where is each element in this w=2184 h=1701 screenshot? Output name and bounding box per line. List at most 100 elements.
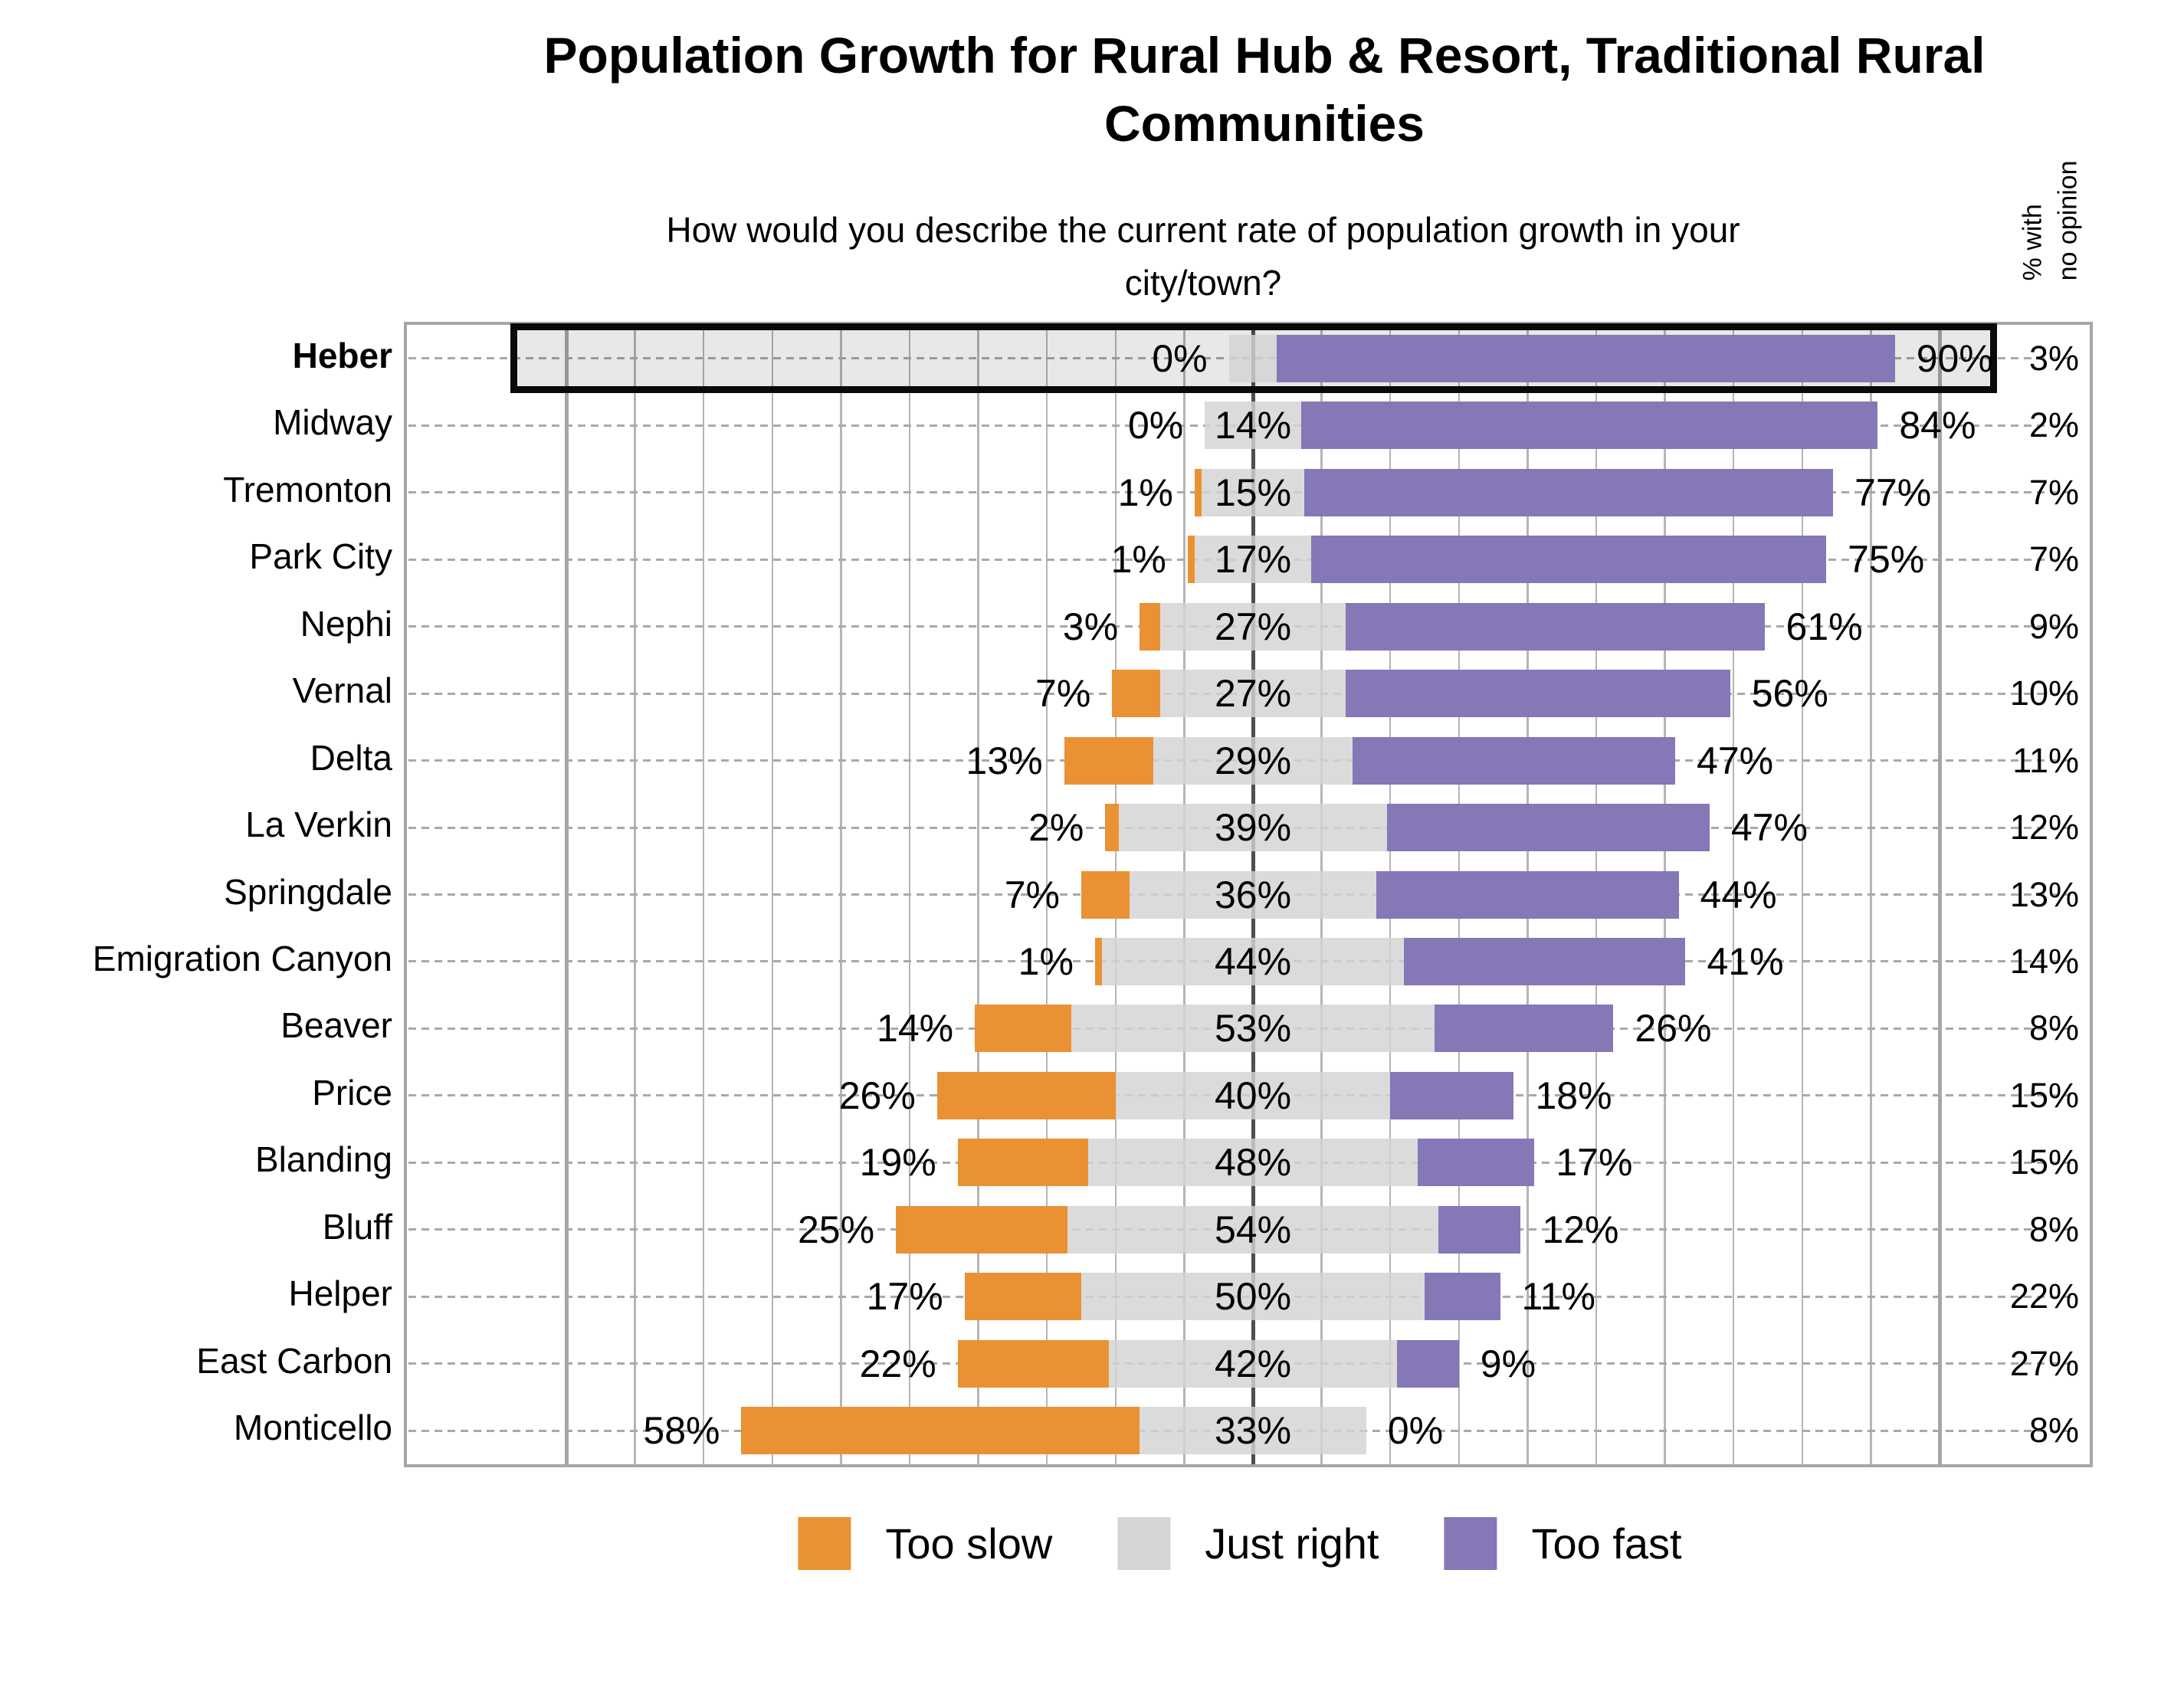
value-label-too-fast: 61% — [1786, 605, 1863, 648]
value-label-no-opinion: 8% — [2028, 1008, 2079, 1048]
bar-too-slow — [1140, 602, 1161, 651]
value-label-just-right: 36% — [1214, 873, 1292, 916]
value-label-no-opinion: 7% — [2028, 472, 2079, 512]
value-label-too-slow: 26% — [838, 1073, 916, 1117]
value-label-too-fast: 47% — [1730, 806, 1808, 850]
value-label-no-opinion: 3% — [2028, 338, 2079, 378]
category-label-midway: Midway — [273, 402, 392, 443]
bar-too-fast — [1300, 401, 1878, 450]
no-opinion-axis-header: % with no opinion — [1936, 106, 2166, 336]
legend-swatch-too-slow — [798, 1517, 851, 1570]
value-label-just-right: 17% — [1214, 538, 1292, 582]
bar-just-right — [1115, 1071, 1391, 1119]
value-label-too-slow: 13% — [966, 739, 1043, 782]
value-label-just-right: 27% — [1214, 605, 1292, 648]
value-label-too-fast: 47% — [1697, 739, 1774, 782]
bar-too-fast — [1277, 334, 1895, 382]
bar-just-right — [1160, 670, 1346, 718]
value-label-too-slow: 17% — [866, 1275, 943, 1319]
value-label-too-fast: 44% — [1700, 873, 1777, 916]
value-label-no-opinion: 14% — [2009, 941, 2079, 981]
bar-just-right — [1194, 536, 1312, 584]
value-label-too-slow: 1% — [1110, 538, 1166, 582]
bar-too-slow — [1187, 536, 1195, 584]
bar-too-fast — [1376, 870, 1679, 919]
category-label-park-city: Park City — [249, 536, 392, 577]
value-label-too-slow: 14% — [877, 1007, 954, 1050]
chart-subtitle: How would you describe the current rate … — [666, 210, 1740, 303]
value-label-no-opinion: 7% — [2028, 539, 2079, 579]
bar-too-slow — [1064, 736, 1154, 785]
value-label-just-right: 48% — [1214, 1141, 1292, 1185]
bar-just-right — [1071, 1005, 1435, 1053]
bar-just-right — [1160, 602, 1346, 651]
value-label-too-slow: 25% — [798, 1208, 875, 1251]
legend: Too slow Just right Too fast — [798, 1517, 1682, 1570]
value-label-no-opinion: 2% — [2028, 405, 2079, 445]
bar-too-slow — [964, 1273, 1081, 1321]
category-label-la-verkin: La Verkin — [245, 805, 392, 845]
bar-just-right — [1129, 870, 1377, 919]
category-label-emigration-canyon: Emigration Canyon — [92, 938, 392, 978]
bar-too-slow — [1112, 670, 1161, 718]
bar-too-slow — [741, 1407, 1140, 1455]
category-label-heber: Heber — [292, 335, 392, 375]
bar-too-fast — [1425, 1273, 1500, 1321]
value-label-no-opinion: 8% — [2028, 1411, 2079, 1450]
category-label-delta: Delta — [310, 737, 392, 778]
category-label-vernal: Vernal — [292, 670, 392, 711]
value-label-no-opinion: 13% — [2009, 874, 2079, 914]
value-label-too-slow: 58% — [643, 1409, 720, 1453]
value-label-too-fast: 0% — [1387, 1409, 1444, 1453]
category-label-helper: Helper — [288, 1273, 392, 1314]
value-label-too-fast: 26% — [1635, 1007, 1712, 1050]
value-label-too-fast: 17% — [1556, 1141, 1633, 1185]
bar-too-slow — [936, 1071, 1116, 1119]
value-label-too-fast: 75% — [1848, 538, 1925, 582]
legend-label-too-slow: Too slow — [885, 1519, 1053, 1568]
value-label-too-slow: 7% — [1035, 672, 1091, 716]
value-label-too-slow: 0% — [1128, 404, 1184, 447]
bar-just-right — [1228, 334, 1277, 382]
bar-too-fast — [1435, 1005, 1614, 1053]
category-label-east-carbon: East Carbon — [196, 1340, 392, 1381]
category-label-beaver: Beaver — [280, 1005, 392, 1046]
value-label-too-slow: 19% — [859, 1141, 936, 1185]
bar-too-slow — [1194, 468, 1202, 516]
value-label-too-fast: 11% — [1521, 1275, 1595, 1319]
legend-label-just-right: Just right — [1205, 1519, 1379, 1568]
bar-too-fast — [1386, 804, 1710, 852]
bar-just-right — [1153, 736, 1353, 785]
value-label-too-slow: 1% — [1117, 470, 1173, 514]
no-opinion-axis-header-text: % with no opinion — [2018, 160, 2082, 281]
bar-too-fast — [1397, 1339, 1459, 1388]
value-label-just-right: 14% — [1214, 404, 1292, 447]
bar-too-fast — [1352, 736, 1676, 785]
value-label-just-right: 53% — [1214, 1007, 1292, 1050]
bar-just-right — [1101, 937, 1405, 985]
value-label-just-right: 44% — [1214, 939, 1292, 983]
bar-too-slow — [1094, 937, 1102, 985]
legend-swatch-just-right — [1117, 1517, 1171, 1570]
bar-too-fast — [1311, 536, 1827, 584]
bar-too-fast — [1418, 1139, 1535, 1187]
value-label-too-slow: 1% — [1018, 939, 1074, 983]
bar-just-right — [1108, 1339, 1398, 1388]
legend-swatch-too-fast — [1444, 1517, 1497, 1570]
value-label-no-opinion: 8% — [2028, 1209, 2079, 1249]
value-label-just-right: 39% — [1214, 806, 1292, 850]
bar-just-right — [1067, 1205, 1438, 1254]
category-label-nephi: Nephi — [300, 603, 392, 644]
bar-just-right — [1140, 1407, 1366, 1455]
value-label-no-opinion: 9% — [2028, 606, 2079, 646]
value-label-no-opinion: 15% — [2009, 1075, 2079, 1115]
bar-too-slow — [957, 1339, 1109, 1388]
value-label-just-right: 29% — [1214, 739, 1292, 782]
bar-just-right — [1119, 804, 1387, 852]
bar-just-right — [1081, 1273, 1425, 1321]
value-label-too-fast: 90% — [1916, 336, 1993, 380]
bar-too-fast — [1345, 670, 1730, 718]
value-label-too-slow: 2% — [1028, 806, 1084, 850]
value-label-no-opinion: 10% — [2009, 674, 2079, 713]
